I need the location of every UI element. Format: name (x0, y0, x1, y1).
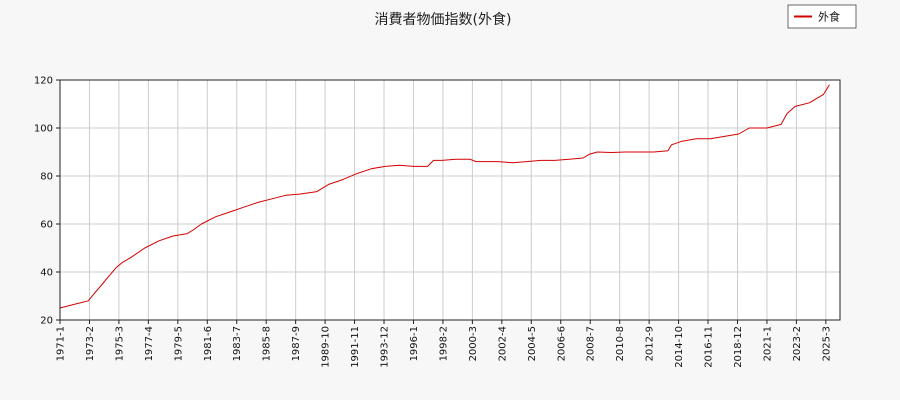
x-tick-label: 1985-8 (262, 326, 273, 361)
series-line-gaishoku (59, 84, 830, 309)
x-tick-label: 1971-1 (56, 326, 67, 361)
chart-title: 消費者物価指数(外食) (375, 11, 512, 28)
y-tick-label: 20 (40, 316, 53, 327)
x-tick-label: 2010-8 (615, 326, 626, 361)
grid (60, 80, 840, 320)
plot-area (60, 80, 840, 320)
y-tick-label: 40 (40, 268, 53, 279)
x-tick-label: 2018-12 (733, 326, 744, 368)
y-axis: 20 40 60 80 100 120 (34, 76, 60, 327)
x-tick-label: 1973-2 (85, 326, 96, 361)
x-tick-label: 2012-9 (645, 326, 656, 361)
x-tick-label: 2025-3 (821, 326, 832, 361)
x-tick-label: 1979-5 (173, 326, 184, 361)
x-tick-label: 1977-4 (144, 326, 155, 361)
x-tick-label: 1981-6 (203, 326, 214, 361)
x-tick-label: 2016-11 (704, 326, 715, 368)
y-tick-label: 60 (40, 220, 53, 231)
x-tick-label: 1993-12 (380, 326, 391, 368)
plot-frame (59, 79, 841, 321)
x-tick-label: 1987-9 (291, 326, 302, 361)
x-axis: 1971-1 1973-2 1975-3 1977-4 1979-5 1981-6 1983… (56, 320, 832, 368)
y-tick-label: 100 (34, 124, 53, 135)
legend: 外食 (787, 4, 857, 29)
legend-box (787, 4, 857, 29)
x-tick-label: 1991-11 (350, 326, 361, 368)
y-tick-label: 80 (40, 172, 53, 183)
x-tick-label: 2000-3 (468, 326, 479, 361)
x-tick-label: 2004-5 (527, 326, 538, 361)
legend-label: 外食 (818, 10, 840, 24)
x-tick-label: 2021-1 (762, 326, 773, 361)
x-tick-label: 2006-6 (556, 326, 567, 361)
x-tick-label: 2002-4 (497, 326, 508, 361)
x-tick-label: 2014-10 (674, 326, 685, 368)
x-tick-label: 1983-7 (232, 326, 243, 361)
y-tick-label: 120 (34, 76, 53, 87)
x-tick-label: 1975-3 (114, 326, 125, 361)
x-tick-label: 1989-10 (321, 326, 332, 368)
x-tick-label: 1998-2 (438, 326, 449, 361)
x-tick-label: 2023-2 (792, 326, 803, 361)
x-tick-label: 1996-1 (409, 326, 420, 361)
x-tick-label: 2008-7 (586, 326, 597, 361)
